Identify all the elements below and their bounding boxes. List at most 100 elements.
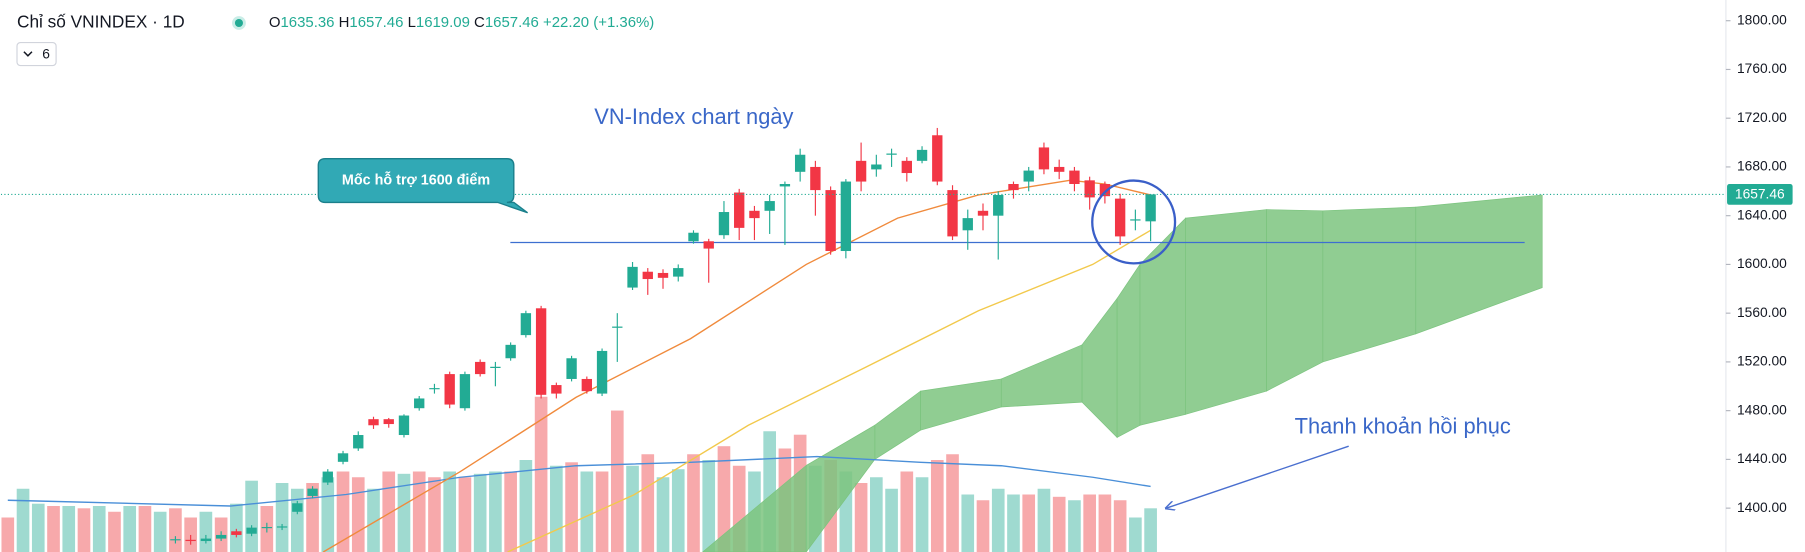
candle-body — [429, 388, 440, 390]
candle-body — [749, 210, 760, 219]
volume-bar — [336, 471, 350, 552]
volume-bar — [580, 471, 594, 552]
volume-bar — [870, 477, 883, 552]
toggle-box[interactable] — [16, 41, 57, 67]
candle-body — [307, 488, 318, 496]
callout-box — [317, 158, 529, 214]
y-tick-label: 1560.00 — [1737, 305, 1787, 320]
volume-bar — [443, 471, 457, 552]
close-label: C — [474, 14, 485, 31]
candle-body — [200, 538, 212, 542]
volume-bar — [184, 517, 197, 552]
candle-body — [292, 503, 303, 512]
volume-bar — [504, 471, 517, 552]
candle-body — [1114, 198, 1126, 237]
volume-bar — [230, 503, 243, 552]
volume-bar — [641, 454, 655, 552]
candle-body — [535, 308, 547, 395]
candle-body — [1130, 219, 1141, 221]
volume-bar — [16, 488, 30, 552]
volume-bar — [671, 469, 685, 552]
volume-bar — [1007, 494, 1020, 552]
y-tick-label: 1800.00 — [1737, 12, 1787, 27]
candle-body — [871, 164, 882, 170]
volume-bar — [77, 508, 91, 552]
price-axis: 1400.00 1440.00 1480.00 1520.00 1560.00 1600.… — [1725, 12, 1793, 515]
candle-body — [718, 212, 730, 236]
open-label: O — [269, 14, 281, 31]
candle-body — [657, 272, 669, 278]
candle-body — [1054, 166, 1065, 172]
candle-body — [459, 374, 471, 409]
candle-body — [886, 153, 897, 155]
candle-body — [474, 361, 486, 375]
candle-body — [505, 344, 516, 359]
candle-body — [642, 271, 653, 280]
volume-bar — [321, 477, 335, 552]
candle-body — [1069, 170, 1080, 184]
candle-body — [276, 526, 288, 528]
volume-bar — [519, 460, 533, 552]
y-tick-label: 1640.00 — [1737, 207, 1787, 222]
cloud-segment — [1185, 209, 1267, 415]
candle-body — [368, 419, 379, 426]
candle-body — [520, 313, 532, 336]
candle-body — [932, 135, 943, 182]
volume-bar — [915, 477, 929, 552]
candle-body — [596, 350, 608, 394]
volume-bar — [1022, 494, 1036, 552]
candle-body — [612, 326, 623, 328]
candle-body — [444, 374, 455, 405]
volume-bar — [199, 511, 213, 552]
volume-bar — [458, 477, 472, 552]
volume-bar — [367, 488, 380, 552]
volume-bar — [428, 477, 441, 552]
volume-bar — [245, 480, 258, 552]
volume-bar — [687, 454, 700, 552]
candle-body — [337, 453, 349, 462]
volume-bar — [1, 517, 15, 552]
volume-bar — [717, 446, 731, 552]
volume-bar — [1129, 517, 1142, 552]
volume-bar — [169, 508, 182, 552]
volume-bar — [900, 471, 914, 552]
volume-bar — [1068, 500, 1081, 552]
volume-bar — [961, 494, 975, 552]
candle-body — [581, 378, 592, 392]
candle-body — [490, 366, 501, 368]
volume-bar — [1083, 494, 1096, 552]
candle-body — [794, 154, 806, 172]
candle-body — [185, 539, 196, 542]
volume-bar — [885, 488, 898, 552]
y-tick-label: 1600.00 — [1737, 256, 1787, 271]
volume-bar — [108, 511, 121, 552]
ohlc-legend: O1635.36 H1657.46 L1619.09 C1657.46 +22.… — [269, 14, 654, 31]
volume-bar — [412, 471, 426, 552]
indicator-toggle[interactable]: 6 — [16, 41, 57, 67]
candle-body — [1038, 147, 1050, 170]
plot-area — [0, 127, 1726, 552]
volume-bar — [550, 465, 563, 552]
volume-bar — [854, 483, 868, 552]
close-value: 1657.46 — [485, 14, 539, 31]
candle-body — [1145, 194, 1156, 222]
y-tick-label: 1400.00 — [1737, 500, 1787, 515]
candle-body — [551, 385, 562, 394]
volume-bar — [275, 483, 289, 552]
candle-body — [398, 415, 410, 436]
chart-title: Chỉ số VNINDEX · 1D — [17, 12, 185, 32]
volume-bar — [47, 506, 60, 552]
y-tick-label: 1520.00 — [1737, 354, 1787, 369]
candle-body — [353, 435, 364, 449]
candle-body — [825, 190, 836, 252]
chevron — [23, 51, 33, 57]
volume-bar — [306, 483, 319, 552]
y-tick-label: 1760.00 — [1737, 61, 1787, 76]
highlight-circle — [1091, 179, 1177, 265]
candle-body — [170, 539, 181, 541]
high-label: H — [339, 14, 350, 31]
candle-body — [855, 160, 867, 182]
candle-body — [962, 218, 973, 231]
